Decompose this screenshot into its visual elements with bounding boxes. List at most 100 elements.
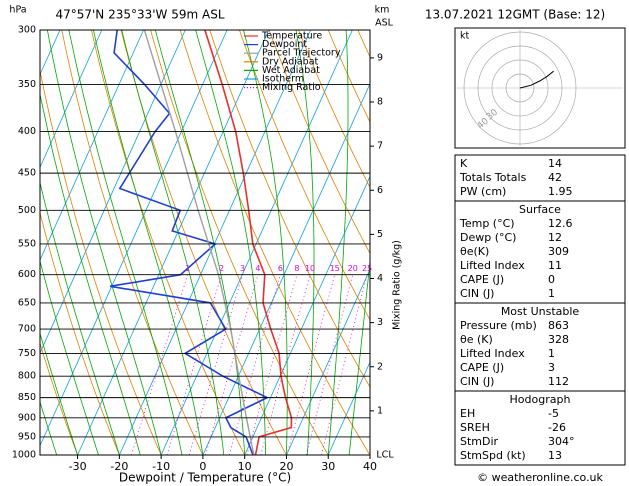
- stats-label: StmSpd (kt): [460, 449, 526, 462]
- stats-value: 1: [548, 347, 555, 360]
- x-tick-label: 30: [321, 460, 335, 473]
- isotherm: [160, 30, 353, 455]
- dry-adiabat: [120, 30, 287, 455]
- isotherm: [40, 30, 186, 354]
- y-tick-label: 950: [18, 431, 36, 442]
- stats-value: 14: [548, 157, 562, 170]
- legend-label: Isotherm: [262, 74, 304, 85]
- stats-label: Totals Totals: [459, 171, 527, 184]
- stats-value: 11: [548, 259, 562, 272]
- stats-label: Dewp (°C): [460, 231, 516, 244]
- y-tick-label: 650: [18, 297, 36, 308]
- km-tick-label: 7: [377, 141, 383, 152]
- stats-value: 12.6: [548, 217, 573, 230]
- y-tick-label: 300: [18, 25, 36, 36]
- profile-line: [109, 30, 270, 455]
- stats-label: CAPE (J): [460, 361, 504, 374]
- wet-adiabat: [92, 30, 204, 455]
- stats-section-title: Most Unstable: [501, 305, 580, 318]
- stats-section-title: Surface: [519, 203, 561, 216]
- isotherm: [244, 175, 370, 455]
- stats-label: CIN (J): [460, 287, 494, 300]
- hodo-unit: kt: [460, 31, 470, 42]
- dry-adiabat: [298, 30, 370, 189]
- wet-adiabat: [46, 30, 162, 455]
- y-tick-label: 450: [18, 168, 36, 179]
- dry-adiabat: [40, 68, 162, 455]
- hodograph-trace: [519, 70, 554, 89]
- isotherm: [327, 361, 370, 455]
- stats-label: CIN (J): [460, 375, 494, 388]
- stats-label: θe(K): [460, 245, 489, 258]
- hodo-ring: [477, 45, 563, 131]
- stats-value: 3: [548, 361, 555, 374]
- mixing-ratio-label: 8: [294, 264, 299, 273]
- mixing-ratio-line: [246, 274, 298, 455]
- x-tick-label: 40: [363, 460, 377, 473]
- stats-value: 112: [548, 375, 569, 388]
- mixing-ratio-label: 1: [185, 264, 190, 273]
- mixing-ratio-label: 2: [219, 264, 224, 273]
- stats-label: SREH: [460, 421, 490, 434]
- mixing-ratio-label: 3: [240, 264, 245, 273]
- y-tick-label: 700: [18, 324, 36, 335]
- legend-label: Wet Adiabat: [262, 65, 320, 76]
- isotherm: [77, 30, 270, 455]
- y-tick-label: 900: [18, 412, 36, 423]
- stats-label: StmDir: [460, 435, 499, 448]
- stats-value: 42: [548, 171, 562, 184]
- x-tick-label: -30: [69, 460, 87, 473]
- location-title: 47°57'N 235°33'W 59m ASL: [55, 8, 224, 22]
- legend-label: Dry Adiabat: [262, 56, 319, 67]
- x-tick-label: 10: [238, 460, 252, 473]
- isotherm: [40, 30, 103, 169]
- hodo-ring: [463, 31, 577, 145]
- wet-adiabat: [391, 24, 457, 455]
- stats-value: 0: [548, 273, 555, 286]
- dry-adiabat: [239, 30, 370, 321]
- km-tick-label: 6: [377, 185, 383, 196]
- mixing-ratio-line: [188, 274, 243, 455]
- km-tick-label: 4: [377, 273, 383, 284]
- isotherm: [286, 268, 370, 455]
- km-tick-label: 1: [377, 405, 383, 416]
- stats-value: 1.95: [548, 185, 573, 198]
- hodograph-frame: [454, 27, 626, 149]
- stats-value: 309: [548, 245, 569, 258]
- asl-label: ASL: [375, 18, 394, 29]
- x-tick-label: -20: [110, 460, 128, 473]
- wet-adiabat: [40, 332, 78, 455]
- mixing-ratio-line: [228, 274, 281, 455]
- stats-value: 328: [548, 333, 569, 346]
- stats-label: EH: [460, 407, 475, 420]
- km-tick-label: 9: [377, 52, 383, 63]
- wet-adiabat: [40, 400, 58, 455]
- stats-value: 863: [548, 319, 569, 332]
- footer: © weatheronline.co.uk: [477, 471, 603, 484]
- stats-value: 304°: [548, 435, 575, 448]
- wet-adiabat: [40, 92, 141, 455]
- y-tick-label: 550: [18, 238, 36, 249]
- mixing-ratio-label: 15: [330, 264, 340, 273]
- x-axis-label: Dewpoint / Temperature (°C): [119, 471, 291, 485]
- date-title: 13.07.2021 12GMT (Base: 12): [425, 8, 605, 22]
- stats-label: CAPE (J): [460, 273, 504, 286]
- stats-label: K: [460, 157, 468, 170]
- stats-label: Pressure (mb): [460, 319, 537, 332]
- km-tick-label: 3: [377, 317, 383, 328]
- profile-line: [204, 30, 293, 455]
- mixing-ratio-label: 4: [255, 264, 260, 273]
- y-tick-label: 800: [18, 371, 36, 382]
- profile-line: [143, 30, 255, 455]
- mixing-ratio-line: [260, 274, 311, 455]
- wet-adiabat: [295, 30, 315, 455]
- wet-adiabat: [40, 180, 120, 455]
- mixing-ratio-line: [286, 274, 336, 455]
- stats-value: 12: [548, 231, 562, 244]
- dry-adiabat: [40, 341, 78, 455]
- y-axis-label: hPa: [9, 5, 26, 16]
- dry-adiabat: [268, 30, 370, 255]
- stats-label: Lifted Index: [460, 347, 525, 360]
- wet-adiabat: [40, 259, 99, 455]
- y-tick-label: 750: [18, 348, 36, 359]
